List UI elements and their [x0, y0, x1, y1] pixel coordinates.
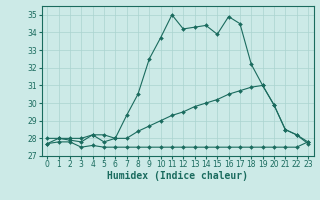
X-axis label: Humidex (Indice chaleur): Humidex (Indice chaleur): [107, 171, 248, 181]
